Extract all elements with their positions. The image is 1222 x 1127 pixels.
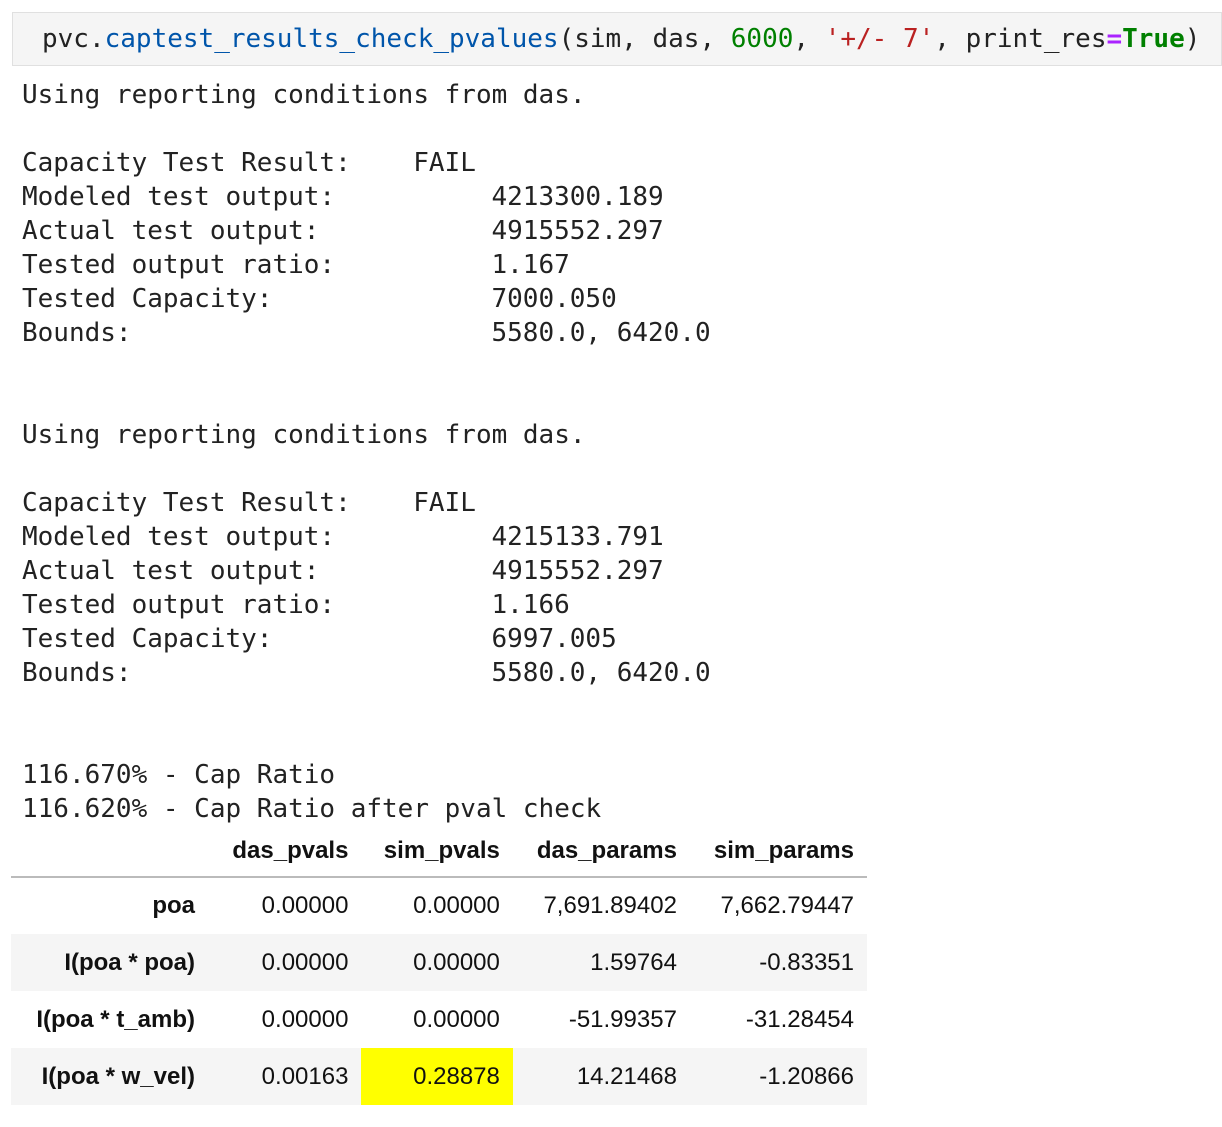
- metric-value: 1.166: [491, 590, 570, 620]
- table-cell: -31.28454: [745, 1005, 854, 1033]
- code-token: (sim, das,: [558, 24, 731, 54]
- metric-label: Tested output ratio:: [22, 250, 336, 280]
- table-cell: 0.00000: [413, 892, 500, 919]
- table-cell: 0.00000: [413, 1005, 500, 1033]
- column-header: sim_pvals: [361, 826, 513, 878]
- table-cell: 1.59764: [590, 948, 677, 976]
- table-cell: 0.00000: [261, 1005, 349, 1033]
- metric-value: 4213300.189: [491, 182, 664, 212]
- metric-value: 4915552.297: [491, 556, 664, 586]
- result-value: FAIL: [413, 488, 476, 518]
- table-cell: 7,691.89402: [543, 892, 677, 919]
- result-label: Capacity Test Result:: [22, 488, 351, 518]
- ratio-line: 116.620% - Cap Ratio after pval check: [22, 794, 602, 824]
- code-token: ,: [793, 24, 825, 54]
- metric-label: Tested output ratio:: [22, 590, 336, 620]
- table-cell: 0.28878: [361, 1048, 513, 1105]
- metric-label: Tested Capacity:: [22, 284, 273, 314]
- metric-label: Bounds:: [22, 658, 132, 688]
- metric-label: Actual test output:: [22, 216, 320, 246]
- intro-line: Using reporting conditions from das.: [22, 420, 586, 450]
- code-token: captest_results_check_pvalues: [104, 24, 559, 54]
- corner: [11, 826, 210, 878]
- table-cell: -1.20866: [759, 1062, 854, 1090]
- metric-value: 5580.0, 6420.0: [491, 658, 711, 688]
- code-token: =: [1106, 24, 1123, 54]
- metric-label: Bounds:: [22, 318, 132, 348]
- metric-label: Tested Capacity:: [22, 624, 273, 654]
- code-token: pvc.: [42, 24, 105, 54]
- table-cell: -0.83351: [759, 948, 854, 976]
- metric-value: 5580.0, 6420.0: [491, 318, 711, 348]
- code-token: ): [1184, 24, 1201, 54]
- code: pvc.captest_results_check_pvalues(sim, d…: [42, 22, 1200, 56]
- metric-label: Modeled test output:: [22, 182, 336, 212]
- table-row: poa 0.00000 0.00000 7,691.89402 7,662.79447: [11, 877, 867, 934]
- column-header: das_params: [512, 826, 690, 878]
- metric-label: Modeled test output:: [22, 522, 336, 552]
- column-header: das_pvals: [210, 826, 362, 878]
- code-token: True: [1122, 24, 1185, 54]
- table-row: I(poa * poa) 0.00000 0.00000 1.59764 -0.8335…: [11, 934, 867, 991]
- table-cell: 0.00163: [261, 1062, 349, 1090]
- row-label: I(poa * poa): [64, 948, 195, 976]
- result-value: FAIL: [413, 148, 476, 178]
- table-row: I(poa * w_vel) 0.00163 0.28878 14.21468 -1.2…: [11, 1048, 867, 1105]
- metric-value: 4215133.791: [491, 522, 664, 552]
- table-cell: 14.21468: [576, 1062, 677, 1090]
- code-token: 6000: [730, 24, 794, 54]
- code-token: , print_res: [934, 24, 1107, 54]
- table-header: das_pvals sim_pvals das_params sim_params: [11, 826, 867, 878]
- table-cell: 0.00000: [261, 948, 349, 976]
- table-row: I(poa * t_amb) 0.00000 0.00000 -51.99357 -31…: [11, 991, 867, 1048]
- metric-value: 4915552.297: [491, 216, 664, 246]
- code-token: '+/- 7': [824, 24, 935, 54]
- table-cell: 0.00000: [261, 892, 349, 919]
- metric-value: 6997.005: [491, 624, 617, 654]
- result-label: Capacity Test Result:: [22, 148, 351, 178]
- intro-line: Using reporting conditions from das.: [22, 80, 586, 110]
- result-table: das_pvals sim_pvals das_params sim_params p…: [11, 826, 867, 1105]
- row-label: I(poa * t_amb): [36, 1005, 195, 1033]
- metric-value: 7000.050: [491, 284, 617, 314]
- metric-value: 1.167: [491, 250, 570, 280]
- table-cell: 0.00000: [413, 948, 500, 976]
- table-cell: 7,662.79447: [720, 892, 854, 919]
- row-label: I(poa * w_vel): [41, 1062, 195, 1090]
- table-cell: -51.99357: [568, 1005, 677, 1033]
- column-header: sim_params: [689, 826, 867, 878]
- row-label: poa: [152, 892, 195, 919]
- ratio-line: 116.670% - Cap Ratio: [22, 760, 336, 790]
- metric-label: Actual test output:: [22, 556, 320, 586]
- code-cell[interactable]: [12, 12, 1222, 66]
